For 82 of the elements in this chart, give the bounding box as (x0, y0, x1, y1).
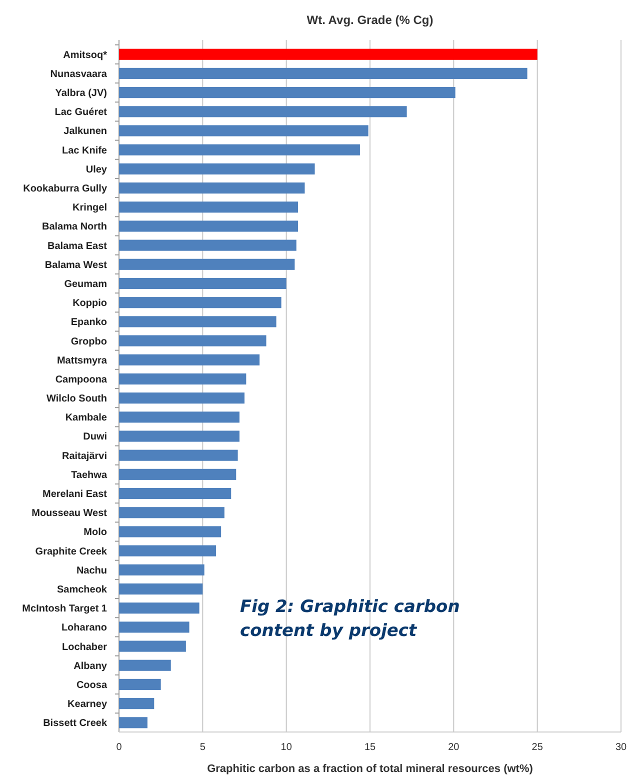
y-tick-label: Balama East (48, 240, 108, 252)
bar (119, 278, 286, 290)
bar (119, 373, 246, 384)
x-tick-label: 0 (116, 742, 122, 753)
bar (119, 526, 222, 538)
y-tick-label: Jalkunen (64, 126, 107, 138)
y-tick-label: Koppio (72, 298, 107, 310)
bar (119, 316, 276, 328)
y-tick-label: Merelani East (42, 489, 108, 500)
y-tick-label: Kookaburra Gully (23, 184, 108, 195)
bar (119, 125, 368, 136)
bar (119, 412, 240, 423)
x-tick-label: 10 (280, 742, 292, 753)
x-tick-label: 15 (364, 742, 376, 753)
y-tick-label: Mattsmyra (56, 355, 108, 366)
y-tick-label: Albany (74, 660, 108, 672)
y-tick-label: Nachu (76, 565, 107, 576)
x-tick-label: 20 (448, 742, 460, 753)
bar (119, 354, 260, 366)
x-tick-label: 30 (615, 742, 627, 753)
bar (119, 678, 161, 690)
y-tick-label: Bissett Creek (43, 718, 108, 730)
annotation: Fig 2: Graphitic carbon content by project (240, 597, 460, 641)
bar (119, 335, 266, 346)
bar (119, 106, 407, 118)
chart-title: Wt. Avg. Grade (% Cg) (306, 13, 434, 27)
y-tick-label: Loharano (61, 622, 107, 634)
y-tick-label: Coosa (76, 680, 108, 691)
y-tick-label: Duwi (83, 432, 108, 443)
x-tick-label: 5 (200, 742, 206, 753)
bar (119, 698, 154, 710)
bar (119, 622, 190, 633)
y-tick-label: Lac Knife (62, 145, 108, 156)
y-tick-label: Molo (84, 527, 107, 538)
x-tick-label: 25 (532, 742, 544, 753)
bar (119, 640, 186, 652)
bar (119, 240, 296, 251)
bar (119, 717, 148, 728)
y-tick-label: Balama West (44, 260, 108, 271)
bar (119, 182, 305, 194)
bar (119, 220, 298, 232)
y-tick-label: Kearney (68, 699, 108, 710)
bar (119, 660, 171, 671)
y-tick-label: Lochaber (62, 642, 108, 653)
y-tick-label: Taehwa (71, 470, 108, 481)
bar (119, 430, 240, 442)
y-tick-label: Mousseau West (32, 508, 108, 520)
bar (119, 163, 315, 174)
bar (119, 507, 224, 518)
bar (119, 297, 282, 308)
y-tick-label: Kringel (72, 202, 108, 214)
bar (119, 258, 295, 270)
bar (119, 87, 456, 98)
bar (119, 392, 244, 404)
y-tick-label: McIntosh Target 1 (22, 604, 108, 615)
x-axis-title: Graphitic carbon as a fraction of total mineral resources (wt%) (207, 763, 534, 775)
y-tick-label: Nunasvaara (50, 68, 108, 80)
bar (119, 48, 538, 60)
y-tick-label: Uley (86, 164, 108, 176)
bar (119, 202, 298, 213)
y-tick-label: Raitajärvi (62, 450, 108, 462)
bar (119, 450, 238, 461)
bar (119, 144, 360, 156)
y-tick-label: Campoona (55, 374, 108, 386)
y-tick-label: Wilclo South (46, 394, 107, 405)
y-tick-label: Amitsoq* (63, 50, 108, 61)
y-tick-label: Geumam (64, 278, 108, 290)
bar (119, 488, 232, 500)
bar (119, 68, 528, 79)
bar (119, 468, 236, 480)
y-tick-label: Balama North (42, 222, 107, 233)
bar (119, 564, 204, 576)
y-tick-label: Gropbo (70, 336, 107, 348)
y-tick-label: Lac Guéret (54, 107, 108, 118)
y-tick-label: Kambale (65, 412, 108, 424)
bar (119, 602, 200, 614)
bar (119, 583, 203, 595)
y-tick-label: Epanko (70, 317, 107, 328)
y-tick-label: Samcheok (56, 584, 108, 596)
y-tick-label: Graphite Creek (35, 546, 108, 558)
y-tick-label: Yalbra (JV) (55, 88, 107, 100)
bar (119, 545, 216, 556)
